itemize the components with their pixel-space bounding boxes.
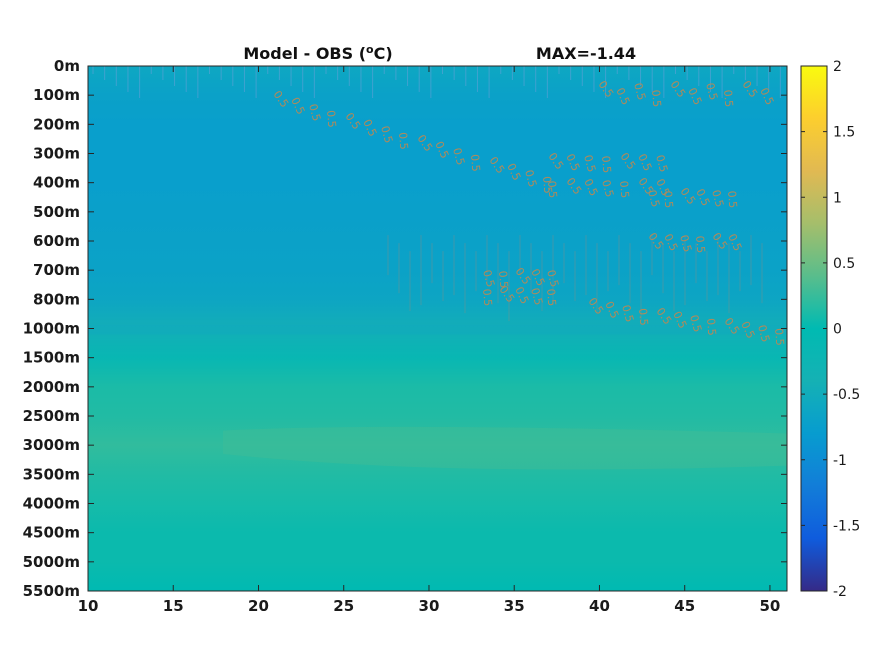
- x-tick-label: 10: [78, 597, 99, 615]
- contour-label: 0.5: [396, 132, 410, 151]
- contour-stripes: [92, 66, 781, 322]
- contour-label: 0.5: [721, 89, 735, 108]
- contour-label: 0.5: [755, 323, 772, 343]
- plot-area: 0.50.50.5 0.5 0.50.50.5 0.5 0.50.50.5 0.5 0.50…: [87, 65, 788, 592]
- y-tick-label: 4500m: [23, 524, 80, 542]
- y-tick-label: 5500m: [23, 582, 80, 600]
- x-tick-label: 30: [419, 597, 440, 615]
- warm-anomaly-patch: [223, 426, 787, 470]
- x-tick-label: 40: [589, 597, 610, 615]
- y-tick-label: 4000m: [23, 495, 80, 513]
- contour-label: 0.5: [540, 176, 554, 195]
- x-tick-label: 35: [504, 597, 525, 615]
- y-tick-label: 500m: [33, 203, 80, 221]
- contour-label: 0.5: [725, 190, 739, 209]
- colorbar-tick-label: -1: [833, 453, 847, 469]
- x-tick-label: 50: [760, 597, 781, 615]
- contour-label: 0.5: [653, 153, 670, 173]
- y-tick-label: 2500m: [23, 407, 80, 425]
- contour-label: 0.5: [772, 328, 786, 347]
- colorbar-tick-label: 1.5: [833, 125, 855, 141]
- contour-label: 0.5: [693, 235, 707, 254]
- y-tick-label: 5000m: [23, 553, 80, 571]
- colorbar-tick-label: 0: [833, 322, 842, 338]
- contour-label: 0.5: [522, 168, 539, 188]
- y-tick-label: 3000m: [23, 436, 80, 454]
- contour-label: 0.5: [480, 288, 494, 307]
- contour-label: 0.5: [450, 146, 467, 166]
- x-tick-label: 15: [163, 597, 184, 615]
- x-tick-label: 45: [674, 597, 695, 615]
- colorbar-tick-label: 0.5: [833, 256, 855, 272]
- y-tick-label: 600m: [33, 232, 80, 250]
- contour-label: 0.5: [645, 188, 662, 208]
- y-axis: 0m 100m 200m 300m 400m 500m 600m 700m 800m 1000m 1…: [23, 57, 787, 600]
- colorbar-tick-label: 2: [833, 59, 842, 75]
- contour-label: 0.5: [631, 81, 648, 101]
- x-tick-label: 25: [333, 597, 354, 615]
- contour-label: 0.5: [545, 180, 559, 199]
- contour-label: 0.5: [378, 124, 395, 144]
- contour-label: 0.5: [528, 286, 545, 306]
- contour-label: 0.5: [703, 81, 720, 101]
- colorbar-tick-label: 1: [833, 190, 842, 206]
- contour-label: 0.5: [677, 233, 694, 253]
- contour-label: 0.5: [324, 110, 338, 129]
- contour-label: 0.5: [544, 268, 561, 288]
- x-axis: 10 15 20 25 30 35 40 45 50: [78, 66, 781, 615]
- max-label: MAX=-1.44: [536, 44, 636, 63]
- y-tick-label: 800m: [33, 290, 80, 308]
- y-tick-label: 2000m: [23, 378, 80, 396]
- chart-title: Model - OBS (oC): [243, 43, 392, 63]
- y-tick-label: 300m: [33, 145, 80, 163]
- contour-label: 0.5: [619, 303, 636, 323]
- thermocline-band: [88, 324, 787, 335]
- contour-label: 0.5: [306, 102, 323, 122]
- contour-label: 0.5: [581, 153, 598, 173]
- y-tick-label: 700m: [33, 261, 80, 279]
- y-tick-label: 3500m: [23, 465, 80, 483]
- contour-label: 0.5: [687, 313, 704, 333]
- contour-label: 0.5: [704, 318, 718, 337]
- y-tick-label: 400m: [33, 174, 80, 192]
- anomaly-layer: [88, 324, 787, 470]
- contour-label: 0.5: [617, 180, 631, 199]
- y-tick-label: 200m: [33, 115, 80, 133]
- contour-label: 0.5: [544, 288, 558, 307]
- contour-label: 0.5: [599, 178, 616, 198]
- contour-label: 0.5: [599, 155, 613, 174]
- contour-label: 0.5: [649, 89, 663, 108]
- y-tick-label: 100m: [33, 86, 80, 104]
- colorbar-ticks: 2 1.5 1 0.5 0 -0.5 -1 -1.5 -2: [801, 59, 860, 600]
- contour-label: 0.5: [709, 188, 726, 208]
- y-tick-label: 1000m: [23, 320, 80, 338]
- x-tick-label: 20: [248, 597, 269, 615]
- contour-label: 0.5: [496, 270, 510, 289]
- colorbar-tick-label: -0.5: [833, 387, 860, 403]
- colorbar: 2 1.5 1 0.5 0 -0.5 -1 -1.5 -2: [800, 59, 860, 600]
- contour-label: 0.5: [661, 190, 675, 209]
- contour-label: 0.5: [636, 308, 650, 327]
- contour-labels: 0.50.50.5 0.5 0.50.50.5 0.5 0.50.50.5 0.5 0.50…: [271, 78, 787, 346]
- y-tick-label: 1500m: [23, 349, 80, 367]
- y-tick-label: 0m: [54, 57, 80, 75]
- colorbar-tick-label: -1.5: [833, 518, 860, 534]
- colorbar-tick-label: -2: [833, 584, 847, 600]
- contour-label: 0.5: [468, 154, 482, 173]
- contour-label: 0.5: [480, 268, 497, 288]
